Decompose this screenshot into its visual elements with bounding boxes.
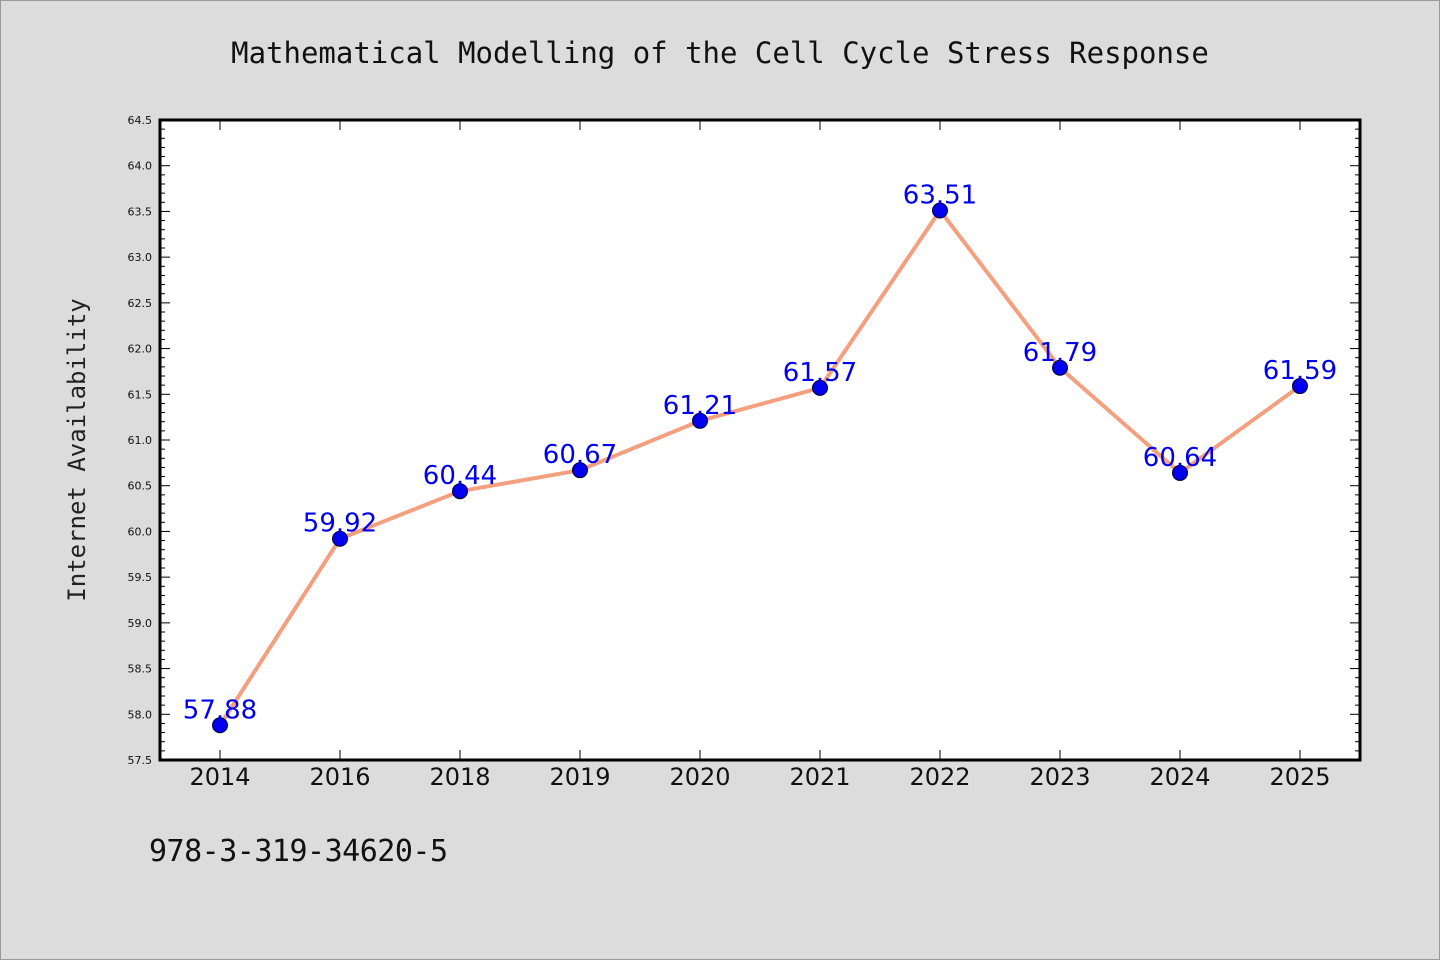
y-tick-label: 64.5 xyxy=(128,114,153,127)
y-tick-label: 58.0 xyxy=(128,708,153,721)
data-point xyxy=(1292,378,1308,395)
data-label: 61.59 xyxy=(1263,356,1337,386)
data-point xyxy=(1172,464,1188,481)
data-point xyxy=(932,202,948,219)
x-tick-label: 2023 xyxy=(1029,763,1090,791)
data-point xyxy=(332,530,348,547)
data-label: 59.92 xyxy=(303,509,377,539)
data-label: 60.44 xyxy=(423,461,497,491)
data-point xyxy=(812,379,828,396)
data-label: 61.57 xyxy=(783,358,857,388)
y-tick-label: 63.0 xyxy=(128,251,153,264)
series-line xyxy=(218,208,1302,728)
y-tick-label: 59.5 xyxy=(128,571,153,584)
data-label: 60.64 xyxy=(1143,443,1217,473)
y-tick-label: 57.5 xyxy=(128,754,153,767)
x-tick-label: 2021 xyxy=(789,763,850,791)
y-tick-label: 61.5 xyxy=(128,388,153,401)
data-point xyxy=(572,462,588,479)
data-markers xyxy=(212,202,1308,734)
chart-title: Mathematical Modelling of the Cell Cycle… xyxy=(231,36,1209,70)
x-tick-label: 2014 xyxy=(189,763,250,791)
plot-area xyxy=(158,118,1362,762)
data-label: 61.79 xyxy=(1023,338,1097,368)
data-point xyxy=(212,717,228,734)
x-tick-label: 2025 xyxy=(1269,763,1330,791)
x-tick-label: 2016 xyxy=(309,763,370,791)
y-tick-label: 64.0 xyxy=(128,160,153,173)
x-tick-label: 2024 xyxy=(1149,763,1210,791)
y-tick-label: 61.0 xyxy=(128,434,153,447)
y-tick-label: 60.5 xyxy=(128,480,153,493)
data-point xyxy=(1052,359,1068,376)
y-tick-label: 62.0 xyxy=(128,343,153,356)
y-tick-label: 63.5 xyxy=(128,205,153,218)
data-point xyxy=(452,483,468,500)
x-tick-label: 2018 xyxy=(429,763,490,791)
x-tick-label: 2019 xyxy=(549,763,610,791)
y-axis: 57.5 58.0 58.5 59.0 59.5 60.0 60.5 61.0 61.5 62.0… xyxy=(128,114,1360,767)
data-labels: 57.88 59.92 60.44 60.67 61.21 61.57 63.51 61.79… xyxy=(183,181,1337,726)
y-tick-label: 58.5 xyxy=(128,663,153,676)
data-label: 61.21 xyxy=(663,391,737,421)
data-point xyxy=(692,412,708,429)
y-axis-label: Internet Availability xyxy=(63,298,91,601)
isbn-label: 978-3-319-34620-5 xyxy=(149,834,448,869)
y-tick-label: 60.0 xyxy=(128,525,153,538)
data-label: 57.88 xyxy=(183,695,257,725)
x-tick-label: 2022 xyxy=(909,763,970,791)
data-label: 60.67 xyxy=(543,440,617,470)
y-tick-label: 62.5 xyxy=(128,297,153,310)
x-axis: 2014 2016 2018 2019 2020 2021 2022 2023 2024 2025 xyxy=(189,120,1331,791)
x-tick-label: 2020 xyxy=(669,763,730,791)
y-tick-label: 59.0 xyxy=(128,617,153,630)
data-label: 63.51 xyxy=(903,181,977,211)
